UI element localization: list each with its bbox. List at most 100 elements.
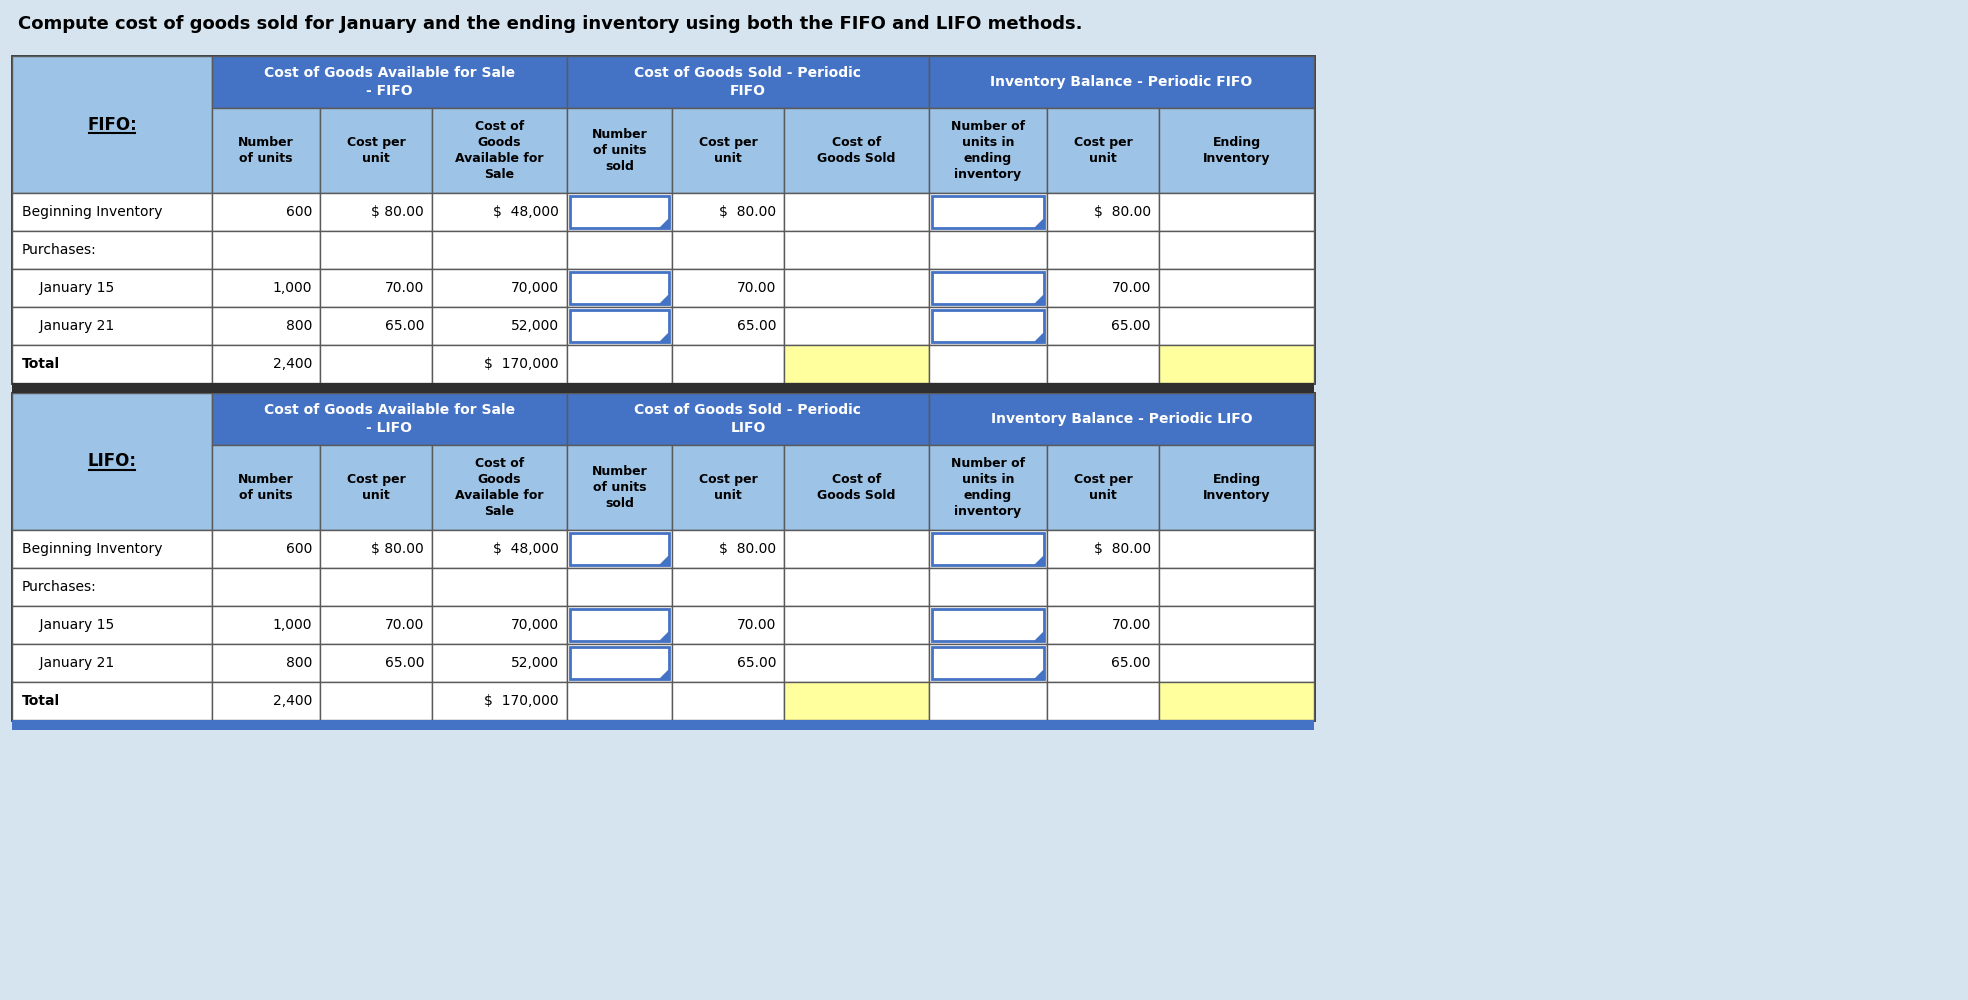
Bar <box>12 393 1315 720</box>
Bar <box>571 647 669 679</box>
Bar <box>1047 193 1159 231</box>
Bar <box>213 231 321 269</box>
Bar <box>321 644 433 682</box>
Bar <box>433 530 567 568</box>
Bar <box>433 307 567 345</box>
Bar <box>213 56 567 108</box>
Text: Cost per
unit: Cost per unit <box>699 136 758 165</box>
Bar <box>1047 568 1159 606</box>
Text: January 15: January 15 <box>22 618 114 632</box>
Bar <box>567 445 671 530</box>
Polygon shape <box>659 670 667 679</box>
Bar <box>321 568 433 606</box>
Text: 800: 800 <box>285 656 313 670</box>
Bar <box>567 606 671 644</box>
Text: Cost of Goods Sold - Periodic
FIFO: Cost of Goods Sold - Periodic FIFO <box>634 66 862 98</box>
Bar <box>321 445 433 530</box>
Bar <box>321 606 433 644</box>
Text: Cost of
Goods
Available for
Sale: Cost of Goods Available for Sale <box>455 120 543 181</box>
Bar <box>671 193 783 231</box>
Bar <box>933 196 1043 228</box>
Text: 65.00: 65.00 <box>736 319 775 333</box>
Bar <box>12 56 213 193</box>
Text: $  80.00: $ 80.00 <box>1094 542 1151 556</box>
Text: 2,400: 2,400 <box>274 357 313 371</box>
Bar <box>567 345 671 383</box>
Bar <box>12 231 213 269</box>
Text: Cost per
unit: Cost per unit <box>699 473 758 502</box>
Bar <box>1047 269 1159 307</box>
Text: 70.00: 70.00 <box>384 618 423 632</box>
Bar <box>571 310 669 342</box>
Text: 70,000: 70,000 <box>512 281 559 295</box>
Bar <box>433 108 567 193</box>
Bar <box>213 682 321 720</box>
Bar <box>213 568 321 606</box>
Bar <box>1159 606 1315 644</box>
Bar <box>1159 644 1315 682</box>
Bar <box>567 231 671 269</box>
Text: Beginning Inventory: Beginning Inventory <box>22 542 163 556</box>
Bar <box>933 310 1043 342</box>
Bar <box>1047 445 1159 530</box>
Bar <box>12 644 213 682</box>
Bar <box>213 530 321 568</box>
Bar <box>1159 231 1315 269</box>
Text: 70.00: 70.00 <box>1112 281 1151 295</box>
Bar <box>12 269 213 307</box>
Text: Cost per
unit: Cost per unit <box>1075 136 1132 165</box>
Bar <box>0 0 1968 48</box>
Bar <box>567 682 671 720</box>
Bar <box>783 269 929 307</box>
Text: Beginning Inventory: Beginning Inventory <box>22 205 163 219</box>
Bar <box>321 682 433 720</box>
Bar <box>567 568 671 606</box>
Polygon shape <box>1033 670 1043 679</box>
Polygon shape <box>1033 295 1043 304</box>
Bar <box>783 193 929 231</box>
Polygon shape <box>1033 632 1043 641</box>
Bar <box>12 345 213 383</box>
Text: 600: 600 <box>285 205 313 219</box>
Bar <box>433 345 567 383</box>
Bar <box>213 644 321 682</box>
Bar <box>571 609 669 641</box>
Bar <box>1159 568 1315 606</box>
Text: Number
of units
sold: Number of units sold <box>592 465 647 510</box>
Bar <box>1159 193 1315 231</box>
Bar <box>321 193 433 231</box>
Bar <box>1047 108 1159 193</box>
Bar <box>933 647 1043 679</box>
Bar <box>12 307 213 345</box>
Bar <box>12 720 1315 730</box>
Text: Total: Total <box>22 357 61 371</box>
Bar <box>433 193 567 231</box>
Text: $ 80.00: $ 80.00 <box>372 205 423 219</box>
Text: 600: 600 <box>285 542 313 556</box>
Text: 65.00: 65.00 <box>1112 319 1151 333</box>
Bar <box>1047 606 1159 644</box>
Bar <box>1047 345 1159 383</box>
Bar <box>213 393 567 445</box>
Bar <box>671 269 783 307</box>
Bar <box>433 568 567 606</box>
Bar <box>671 682 783 720</box>
Bar <box>321 108 433 193</box>
Bar <box>213 445 321 530</box>
Bar <box>213 108 321 193</box>
Text: 65.00: 65.00 <box>384 656 423 670</box>
Bar <box>571 533 669 565</box>
Bar <box>12 530 213 568</box>
Text: Cost of Goods Available for Sale
- LIFO: Cost of Goods Available for Sale - LIFO <box>264 403 516 435</box>
Bar <box>929 193 1047 231</box>
Bar <box>321 269 433 307</box>
Bar <box>213 269 321 307</box>
Polygon shape <box>659 219 667 228</box>
Text: 70.00: 70.00 <box>736 281 775 295</box>
Bar <box>12 393 213 530</box>
Bar <box>567 108 671 193</box>
Text: Ending
Inventory: Ending Inventory <box>1202 136 1269 165</box>
Bar <box>567 193 671 231</box>
Text: 2,400: 2,400 <box>274 694 313 708</box>
Bar <box>929 682 1047 720</box>
